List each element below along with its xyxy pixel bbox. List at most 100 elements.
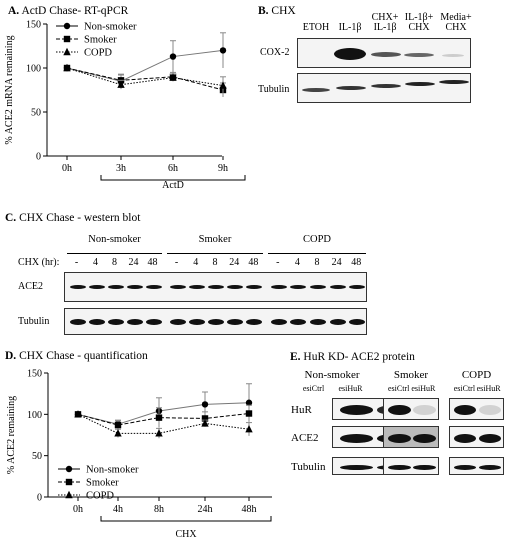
panel-e-title: E. HuR KD- ACE2 protein — [290, 351, 415, 363]
band — [404, 53, 434, 57]
x-tick-label: 24h — [198, 504, 213, 515]
band — [246, 285, 263, 289]
data-point — [114, 421, 122, 429]
legend-marker — [63, 35, 71, 43]
data-point — [155, 414, 163, 421]
panel-a-title: A. ActD Chase- RT-qPCR — [8, 5, 129, 17]
panel-e-group-label: Non-smoker — [304, 369, 360, 381]
band — [107, 285, 124, 289]
legend-label: COPD — [84, 48, 112, 59]
panel-c-time-label: CHX (hr): — [18, 257, 60, 268]
y-axis-label: % ACE2 remaining — [6, 396, 17, 474]
band — [88, 319, 105, 325]
panel-b-lane-label: CHX+ IL-1β — [371, 12, 399, 33]
panel-c-time-label: - — [74, 257, 79, 268]
band — [107, 319, 124, 325]
panel-c-title: C. CHX Chase - western blot — [5, 212, 141, 224]
band — [302, 88, 330, 92]
band — [336, 86, 366, 90]
x-tick-label: 4h — [113, 504, 123, 515]
panel-c-time-label: 24 — [229, 257, 240, 268]
band — [339, 405, 374, 415]
panel-b-lane-label: Media+ CHX — [440, 12, 472, 33]
panel-c-time-label: 48 — [248, 257, 259, 268]
panel-c-time-label: 8 — [212, 257, 218, 268]
x-tick-label: 0h — [62, 163, 72, 174]
legend-marker — [65, 465, 73, 473]
x-axis-label: CHX — [175, 529, 197, 540]
band — [442, 54, 464, 57]
panel-c-time-label: 8 — [112, 257, 117, 268]
panel-d-title: D. CHX Chase - quantification — [5, 350, 148, 362]
data-point — [169, 53, 177, 60]
band — [454, 464, 477, 470]
panel-c-time-label: - — [174, 257, 179, 268]
x-bracket — [100, 516, 272, 522]
panel-c-blot-ace2 — [64, 272, 367, 302]
legend-label: Non-smoker — [86, 465, 139, 476]
x-bracket — [100, 175, 246, 181]
series-line — [66, 67, 224, 87]
band — [454, 433, 477, 443]
panel-b-blot-tubulin — [297, 73, 471, 103]
x-tick-label: 3h — [116, 163, 126, 174]
data-point — [155, 429, 163, 437]
data-point — [201, 401, 209, 408]
panel-e-blot — [449, 398, 504, 420]
panel-c-blot-tubulin — [64, 308, 367, 335]
band — [388, 433, 411, 443]
y-tick-label: 50 — [32, 451, 42, 462]
x-tick-label: 48h — [242, 504, 257, 515]
panel-b-row-tubulin: Tubulin — [258, 84, 290, 95]
panel-b-title: B. CHX — [258, 5, 296, 17]
panel-e-lane-label: esiCtrl — [453, 384, 476, 393]
panel-b-blot-cox2 — [297, 38, 471, 68]
band — [126, 285, 143, 289]
y-tick-label: 100 — [27, 410, 42, 421]
data-point — [201, 419, 209, 427]
legend-marker — [63, 47, 71, 56]
series-line — [77, 413, 250, 434]
panel-c-group-bracket — [268, 249, 366, 254]
panel-c-group-bracket — [167, 249, 263, 254]
panel-e-blot — [383, 457, 439, 475]
panel-e-blot — [449, 457, 504, 475]
panel-c-time-label: 4 — [93, 257, 98, 268]
band — [188, 319, 205, 325]
panel-e-lane-label: esiHuR — [338, 384, 363, 393]
band — [413, 464, 436, 470]
band — [371, 52, 401, 57]
panel-c-time-label: 48 — [351, 257, 362, 268]
band — [169, 319, 186, 325]
panel-b-lane-label: ETOH — [302, 22, 330, 33]
panel-e-lane-label: esiHuR — [476, 384, 501, 393]
band — [88, 285, 105, 289]
band — [69, 285, 86, 289]
band — [69, 319, 86, 325]
band — [349, 319, 366, 325]
legend-label: Non-smoker — [84, 22, 137, 33]
band — [227, 285, 244, 289]
band — [439, 80, 469, 84]
band — [405, 82, 435, 86]
data-point — [117, 80, 125, 88]
data-point — [63, 63, 71, 72]
y-tick-label: 100 — [26, 64, 41, 75]
band — [329, 319, 346, 325]
band — [478, 405, 501, 415]
series-line — [77, 413, 250, 426]
panel-c-time-label: 48 — [147, 257, 158, 268]
band — [339, 433, 374, 443]
panel-e-blot — [383, 426, 439, 448]
panel-e-lane-label: esiCtrl — [302, 384, 325, 393]
band — [413, 433, 436, 443]
panel-e-group-label: COPD — [461, 369, 492, 381]
data-point — [245, 425, 253, 433]
legend-marker — [65, 478, 73, 486]
panel-c-time-label: 4 — [294, 257, 300, 268]
band — [478, 464, 501, 470]
band — [349, 285, 366, 289]
y-tick-label: 0 — [37, 493, 42, 504]
panel-c-time-label: 24 — [128, 257, 139, 268]
panel-e-lane-label: esiCtrl — [388, 384, 410, 393]
